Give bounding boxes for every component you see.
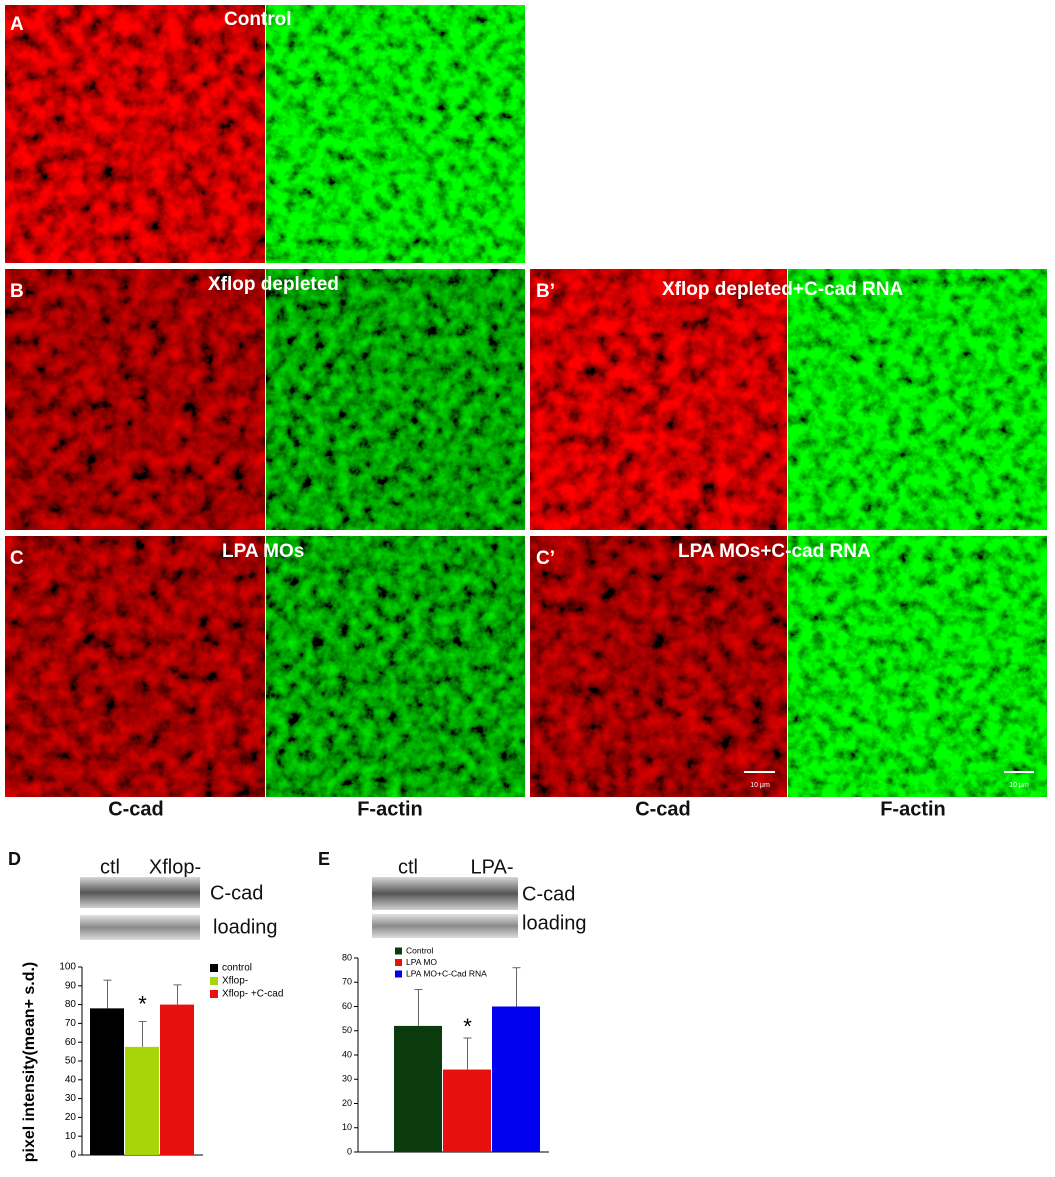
y-tick-label: 50: [65, 1056, 77, 1067]
y-tick-label: 60: [342, 1001, 352, 1011]
y-tick-label: 90: [65, 980, 77, 991]
bar: [125, 1046, 159, 1155]
lane-label: Xflop-: [149, 856, 201, 878]
y-tick-label: 100: [59, 962, 76, 973]
image-factin: [266, 269, 525, 530]
significance: *: [463, 1014, 472, 1039]
y-tick-label: 70: [342, 977, 352, 987]
bar: [160, 1004, 194, 1155]
y-tick-label: 10: [65, 1131, 77, 1142]
column-label: C-cad: [108, 798, 164, 820]
legend-label: Xflop-: [222, 976, 248, 987]
panel-title: LPA MOs: [222, 541, 304, 562]
bar: [90, 1008, 124, 1155]
blot-row-label: loading: [213, 916, 278, 938]
image-ccad: [5, 536, 265, 797]
legend-swatch: [395, 959, 402, 966]
panel-label: D: [8, 849, 21, 869]
panel-label: B: [10, 281, 24, 302]
bar: [443, 1069, 491, 1152]
y-tick-label: 50: [342, 1025, 352, 1035]
y-tick-label: 30: [65, 1093, 77, 1104]
micrographs: [5, 5, 1047, 797]
image-ccad: [5, 5, 265, 263]
significance: *: [138, 991, 147, 1016]
image-factin: [788, 536, 1047, 797]
y-tick-label: 70: [65, 1018, 77, 1029]
y-tick-label: 20: [342, 1098, 352, 1108]
y-axis-label: pixel intensity(mean+ s.d.): [21, 962, 38, 1163]
blot-band: [80, 915, 200, 940]
panel-title: LPA MOs+C-cad RNA: [678, 541, 871, 562]
y-tick-label: 0: [347, 1146, 352, 1156]
y-tick-label: 20: [65, 1112, 77, 1123]
image-factin: [266, 536, 525, 797]
legend-swatch: [395, 947, 402, 955]
image-ccad: [5, 269, 265, 530]
panel-label: A: [10, 14, 24, 35]
image-ccad: [530, 269, 787, 530]
y-tick-label: 10: [342, 1122, 352, 1132]
legend-label: Xflop- +C-cad: [222, 989, 283, 1000]
panel-label: E: [318, 849, 330, 869]
bar: [492, 1006, 540, 1152]
column-label: F-actin: [357, 798, 423, 820]
legend-swatch: [210, 990, 218, 998]
legend-swatch: [210, 964, 218, 972]
y-tick-label: 40: [65, 1074, 77, 1085]
blot-row-label: loading: [522, 912, 587, 934]
panel-label: B’: [536, 281, 555, 302]
image-factin: [266, 5, 525, 263]
image-ccad: [530, 536, 787, 797]
panel-title: Xflop depleted+C-cad RNA: [662, 279, 903, 300]
lane-label: LPA-: [471, 856, 514, 878]
y-tick-label: 80: [65, 999, 77, 1010]
blot-row-label: C-cad: [210, 882, 263, 904]
legend-label: LPA MO+C-Cad RNA: [406, 968, 487, 978]
y-tick-label: 40: [342, 1049, 352, 1059]
legend-label: control: [222, 963, 252, 974]
scale-bar-label: 10 μm: [750, 782, 770, 789]
lane-label: ctl: [100, 856, 120, 878]
scale-bar-label: 10 μm: [1009, 782, 1029, 789]
legend-swatch: [395, 970, 402, 978]
y-tick-label: 60: [65, 1037, 77, 1048]
blot-band: [372, 877, 518, 910]
lane-label: ctl: [398, 856, 418, 878]
panel-label: C: [10, 548, 24, 569]
panel-title: Xflop depleted: [208, 274, 339, 295]
panel-title: Control: [224, 9, 292, 30]
y-tick-label: 30: [342, 1074, 352, 1084]
image-factin: [788, 269, 1047, 530]
panel-label: C’: [536, 548, 555, 569]
column-label: C-cad: [635, 798, 691, 820]
y-tick-label: 80: [342, 952, 352, 962]
legend-label: Control: [406, 945, 434, 955]
blot-band: [80, 877, 200, 908]
legend-label: LPA MO: [406, 957, 437, 967]
legend-swatch: [210, 977, 218, 985]
blot-band: [372, 914, 518, 938]
y-tick-label: 0: [70, 1150, 76, 1161]
bar: [394, 1025, 442, 1152]
blot-row-label: C-cad: [522, 883, 575, 905]
column-label: F-actin: [880, 798, 946, 820]
